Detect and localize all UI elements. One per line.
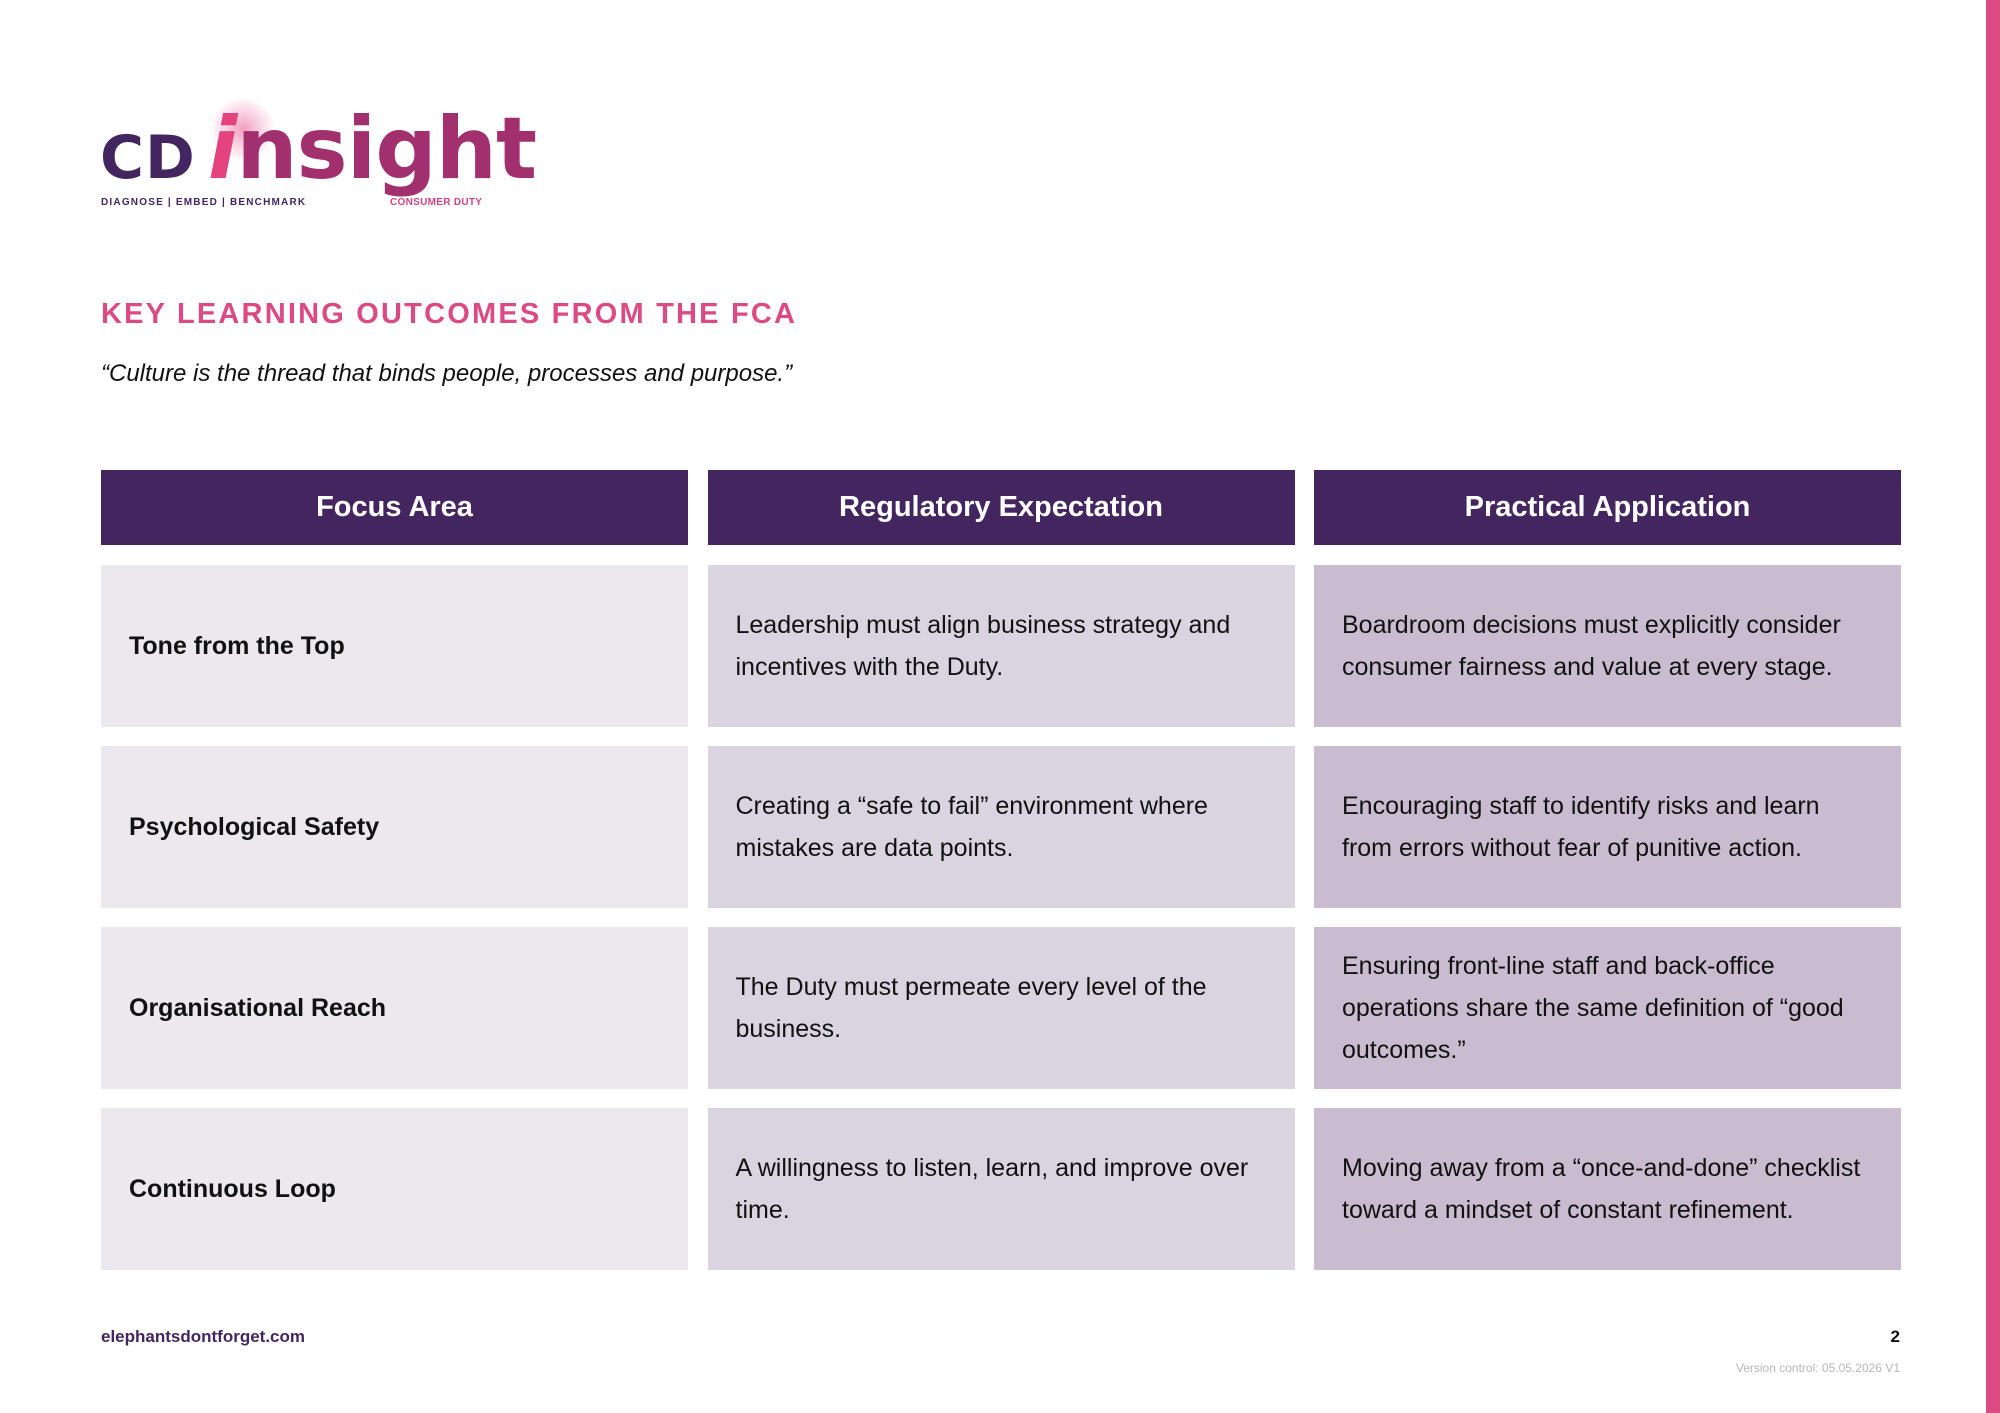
logo-wordmark: CD insight: [100, 99, 537, 199]
regulatory-expectation-cell: Leadership must align business strategy …: [707, 565, 1295, 727]
cd-insight-logo: CD insight DIAGNOSE | EMBED | BENCHMARK C…: [100, 98, 537, 213]
logo-glow: [212, 98, 274, 160]
practical-application-cell: Boardroom decisions must explicitly cons…: [1314, 565, 1901, 727]
footer-website-link[interactable]: elephantsdontforget.com: [101, 1327, 306, 1346]
header-practical-application: Practical Application: [1314, 470, 1901, 545]
page-title: KEY LEARNING OUTCOMES FROM THE FCA: [101, 298, 798, 330]
focus-area-cell: Organisational Reach: [101, 927, 688, 1089]
regulatory-expectation-cell: The Duty must permeate every level of th…: [707, 927, 1295, 1089]
practical-application-cell: Moving away from a “once-and-done” check…: [1314, 1108, 1901, 1270]
header-regulatory-expectation: Regulatory Expectation: [707, 470, 1295, 545]
focus-area-cell: Tone from the Top: [101, 565, 688, 727]
culture-quote: “Culture is the thread that binds people…: [101, 360, 793, 387]
learning-outcomes-table: Focus Area Regulatory Expectation Practi…: [101, 470, 1901, 1289]
practical-application-cell: Ensuring front-line staff and back-offic…: [1314, 927, 1901, 1089]
regulatory-expectation-cell: Creating a “safe to fail” environment wh…: [707, 746, 1295, 908]
logo-tagline-left: DIAGNOSE | EMBED | BENCHMARK: [101, 197, 307, 208]
focus-area-cell: Continuous Loop: [101, 1108, 688, 1270]
logo-tagline-right: CONSUMER DUTY: [390, 197, 483, 208]
logo-cd-text: CD: [100, 123, 196, 193]
logo-insight-text: insight: [207, 99, 537, 199]
focus-area-cell: Psychological Safety: [101, 746, 688, 908]
practical-application-cell: Encouraging staff to identify risks and …: [1314, 746, 1901, 908]
header-focus-area: Focus Area: [101, 470, 688, 545]
page-number: 2: [1890, 1327, 1900, 1346]
accent-side-bar: [1986, 0, 2000, 1413]
regulatory-expectation-cell: A willingness to listen, learn, and impr…: [707, 1108, 1295, 1270]
version-control-note: Version control: 05.05.2026 V1: [1735, 1361, 1900, 1375]
